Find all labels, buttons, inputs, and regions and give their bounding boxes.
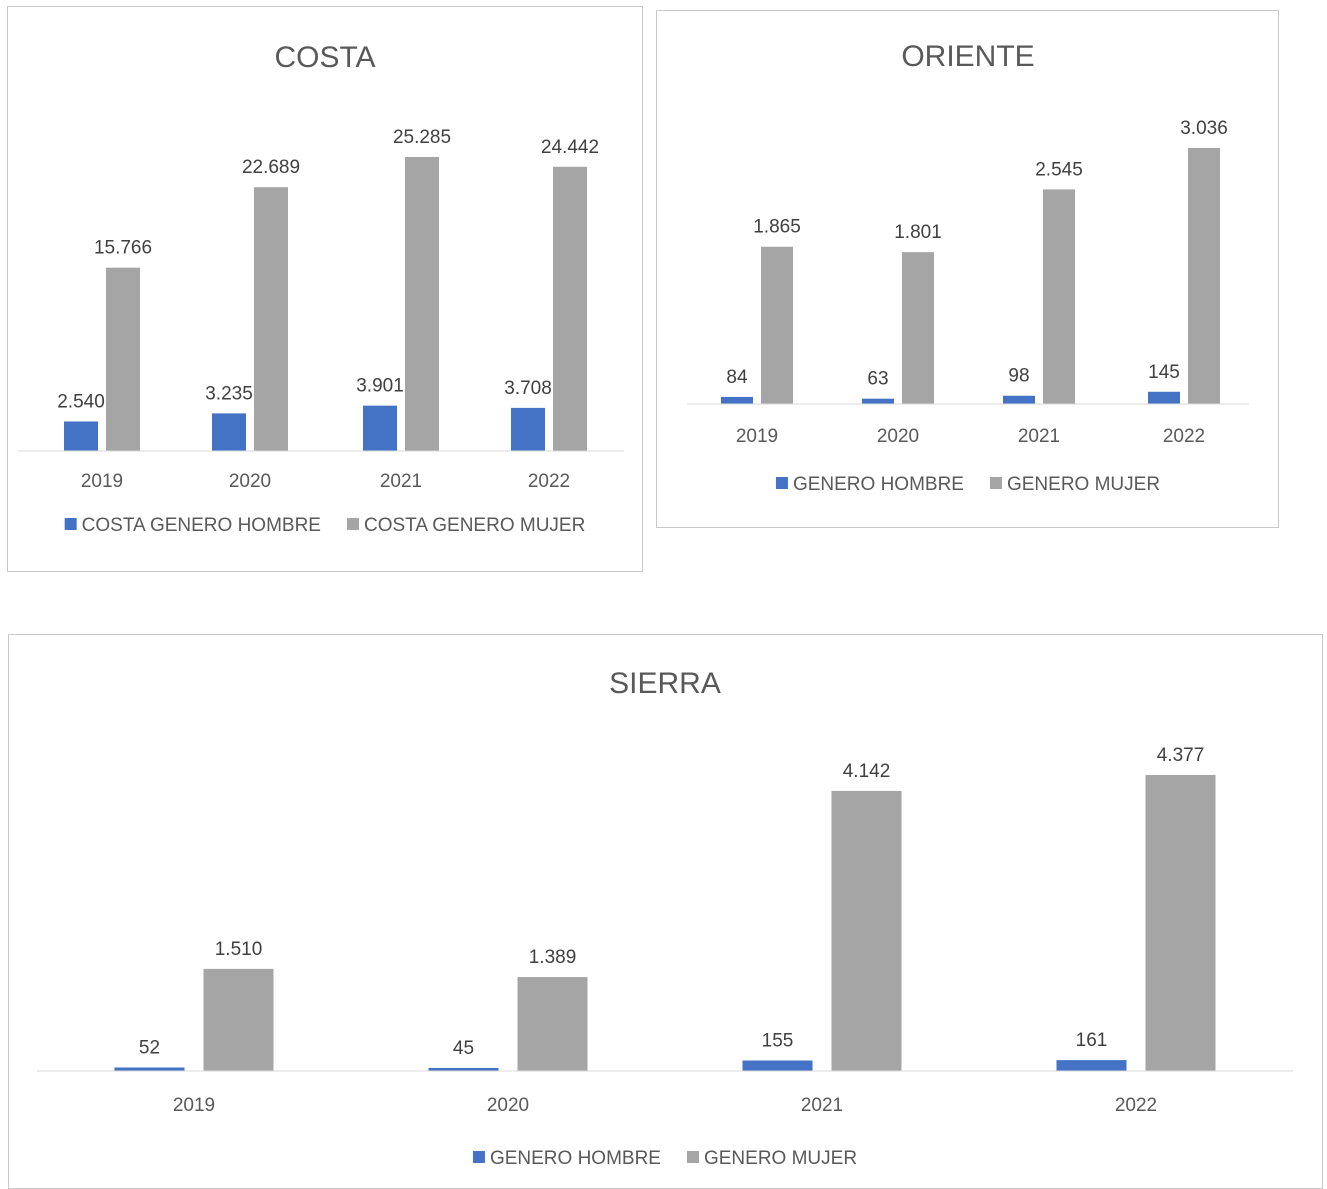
x-tick-label: 2020 bbox=[877, 426, 919, 447]
data-label: 1.865 bbox=[753, 217, 801, 238]
bar-mujer-2021 bbox=[405, 157, 439, 451]
bar-mujer-2022 bbox=[1145, 775, 1216, 1071]
bar-mujer-2019 bbox=[106, 267, 140, 451]
chart-title: ORIENTE bbox=[901, 40, 1034, 73]
bar-hombre-2019 bbox=[64, 421, 98, 451]
data-label: 84 bbox=[726, 367, 748, 388]
bar-hombre-2020 bbox=[862, 398, 894, 404]
legend-label: COSTA GENERO HOMBRE bbox=[82, 515, 321, 536]
data-label: 3.708 bbox=[504, 378, 552, 399]
data-label: 2.540 bbox=[57, 391, 105, 412]
bar-mujer-2021 bbox=[831, 790, 902, 1071]
legend-swatch bbox=[472, 1151, 485, 1163]
bar-mujer-2020 bbox=[517, 977, 588, 1071]
data-label: 45 bbox=[453, 1038, 474, 1059]
chart-costa: COSTA 2.540 15.766 2019 3.235 22.689 2020 3.90… bbox=[18, 41, 624, 536]
data-label: 22.689 bbox=[242, 157, 300, 178]
legend-swatch bbox=[989, 477, 1002, 489]
data-label: 25.285 bbox=[393, 127, 451, 148]
bar-hombre-2019 bbox=[721, 396, 753, 404]
legend-label: COSTA GENERO MUJER bbox=[364, 515, 585, 536]
legend-swatch bbox=[686, 1151, 699, 1163]
data-label: 145 bbox=[1148, 362, 1180, 383]
legend-swatch bbox=[775, 477, 788, 489]
bar-hombre-2020 bbox=[428, 1067, 499, 1071]
legend: COSTA GENERO HOMBRE COSTA GENERO MUJER bbox=[64, 515, 585, 536]
data-label: 3.901 bbox=[356, 376, 404, 397]
data-label: 4.142 bbox=[843, 761, 891, 782]
chart-sierra: SIERRA 52 1.510 2019 45 1.389 2020 155 4.142 202… bbox=[37, 667, 1293, 1169]
bar-mujer-2020 bbox=[254, 187, 288, 451]
legend-swatch bbox=[346, 518, 359, 530]
data-label: 1.510 bbox=[215, 939, 263, 960]
legend: GENERO HOMBRE GENERO MUJER bbox=[472, 1148, 857, 1169]
data-label: 15.766 bbox=[94, 238, 152, 259]
bar-hombre-2020 bbox=[212, 413, 246, 451]
bar-mujer-2021 bbox=[1043, 189, 1075, 404]
x-tick-label: 2019 bbox=[736, 426, 778, 447]
legend-swatch bbox=[64, 518, 77, 530]
chart-title: COSTA bbox=[274, 41, 375, 74]
x-tick-label: 2021 bbox=[380, 471, 422, 492]
bar-hombre-2021 bbox=[742, 1060, 813, 1071]
data-label: 3.235 bbox=[205, 383, 253, 404]
legend: GENERO HOMBRE GENERO MUJER bbox=[775, 474, 1160, 495]
data-label: 1.389 bbox=[529, 947, 577, 968]
x-tick-label: 2021 bbox=[1018, 426, 1060, 447]
chart-panel-costa: COSTA 2.540 15.766 2019 3.235 22.689 2020 3.90… bbox=[7, 6, 643, 572]
legend-label: GENERO HOMBRE bbox=[490, 1148, 661, 1169]
bar-mujer-2019 bbox=[203, 968, 274, 1071]
legend-label: GENERO MUJER bbox=[704, 1148, 857, 1169]
x-tick-label: 2022 bbox=[1163, 426, 1205, 447]
bar-mujer-2022 bbox=[1188, 148, 1220, 404]
x-tick-label: 2022 bbox=[1115, 1095, 1157, 1116]
x-tick-label: 2019 bbox=[173, 1095, 215, 1116]
bar-hombre-2022 bbox=[1148, 391, 1180, 404]
data-label: 1.801 bbox=[894, 222, 942, 243]
bar-hombre-2019 bbox=[114, 1067, 185, 1071]
bar-hombre-2021 bbox=[363, 405, 397, 451]
data-label: 161 bbox=[1076, 1030, 1108, 1051]
x-tick-label: 2022 bbox=[528, 471, 570, 492]
data-label: 155 bbox=[762, 1031, 794, 1052]
chart-panel-sierra: SIERRA 52 1.510 2019 45 1.389 2020 155 4.142 202… bbox=[8, 634, 1323, 1189]
data-label: 2.545 bbox=[1035, 159, 1083, 180]
bar-mujer-2020 bbox=[902, 252, 934, 404]
bar-hombre-2022 bbox=[1056, 1060, 1127, 1071]
data-label: 4.377 bbox=[1157, 745, 1205, 766]
bar-hombre-2022 bbox=[511, 407, 545, 451]
x-tick-label: 2021 bbox=[801, 1095, 843, 1116]
legend-label: GENERO MUJER bbox=[1007, 474, 1160, 495]
data-label: 24.442 bbox=[541, 137, 599, 158]
legend-label: GENERO HOMBRE bbox=[793, 474, 964, 495]
x-tick-label: 2019 bbox=[81, 471, 123, 492]
bar-mujer-2019 bbox=[761, 246, 793, 404]
x-tick-label: 2020 bbox=[229, 471, 271, 492]
bar-mujer-2022 bbox=[553, 166, 587, 451]
data-label: 52 bbox=[139, 1037, 160, 1058]
chart-title: SIERRA bbox=[609, 667, 721, 700]
data-label: 98 bbox=[1008, 366, 1029, 387]
bar-hombre-2021 bbox=[1003, 395, 1035, 404]
data-label: 63 bbox=[867, 369, 888, 390]
x-tick-label: 2020 bbox=[487, 1095, 529, 1116]
data-label: 3.036 bbox=[1180, 118, 1228, 139]
chart-oriente: ORIENTE 84 1.865 2019 63 1.801 2020 98 2.545 202… bbox=[687, 40, 1249, 495]
chart-panel-oriente: ORIENTE 84 1.865 2019 63 1.801 2020 98 2.545 202… bbox=[656, 10, 1279, 528]
